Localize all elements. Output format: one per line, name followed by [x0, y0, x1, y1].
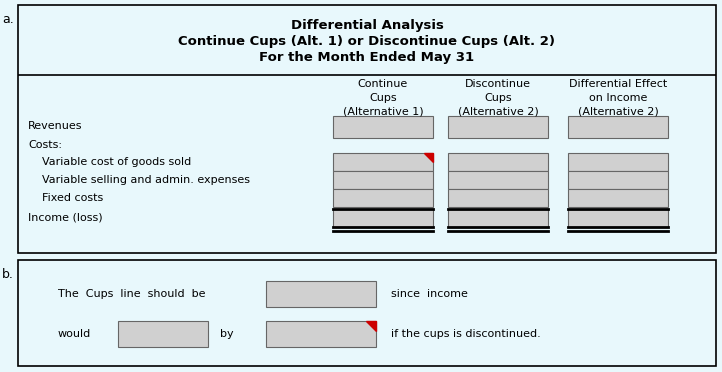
Bar — [448, 209, 548, 227]
Text: Cups: Cups — [369, 93, 397, 103]
Text: Continue Cups (Alt. 1) or Discontinue Cups (Alt. 2): Continue Cups (Alt. 1) or Discontinue Cu… — [178, 35, 555, 48]
Text: if the cups is discontinued.: if the cups is discontinued. — [391, 329, 541, 339]
Text: a.: a. — [2, 13, 14, 26]
Bar — [333, 116, 433, 138]
Bar — [448, 153, 548, 171]
Text: Continue: Continue — [358, 79, 408, 89]
Text: (Alternative 1): (Alternative 1) — [343, 107, 423, 117]
Bar — [568, 116, 668, 138]
Text: Variable cost of goods sold: Variable cost of goods sold — [28, 157, 191, 167]
Text: Variable selling and admin. expenses: Variable selling and admin. expenses — [28, 175, 250, 185]
Bar — [448, 189, 548, 207]
Text: Costs:: Costs: — [28, 140, 62, 150]
Text: since  income: since income — [391, 289, 468, 299]
Bar — [266, 281, 376, 307]
Text: on Income: on Income — [589, 93, 647, 103]
Bar — [333, 209, 433, 227]
Text: Fixed costs: Fixed costs — [28, 193, 103, 203]
Bar — [568, 171, 668, 189]
Text: Differential Analysis: Differential Analysis — [290, 19, 443, 32]
Text: (Alternative 2): (Alternative 2) — [458, 107, 539, 117]
Bar — [333, 171, 433, 189]
Bar — [568, 209, 668, 227]
Bar — [568, 153, 668, 171]
Text: would: would — [58, 329, 91, 339]
Bar — [118, 321, 208, 347]
Text: Income (loss): Income (loss) — [28, 213, 103, 223]
Text: The  Cups  line  should  be: The Cups line should be — [58, 289, 206, 299]
Text: For the Month Ended May 31: For the Month Ended May 31 — [259, 51, 474, 64]
Text: (Alternative 2): (Alternative 2) — [578, 107, 658, 117]
Bar — [333, 189, 433, 207]
Text: Differential Effect: Differential Effect — [569, 79, 667, 89]
Text: b.: b. — [2, 268, 14, 281]
Text: Cups: Cups — [484, 93, 512, 103]
Polygon shape — [424, 153, 433, 162]
Bar — [266, 321, 376, 347]
Bar — [568, 189, 668, 207]
Text: Revenues: Revenues — [28, 121, 82, 131]
Text: by: by — [220, 329, 234, 339]
Bar — [448, 171, 548, 189]
Bar — [333, 153, 433, 171]
Text: Discontinue: Discontinue — [465, 79, 531, 89]
Bar — [448, 116, 548, 138]
Polygon shape — [366, 321, 376, 331]
